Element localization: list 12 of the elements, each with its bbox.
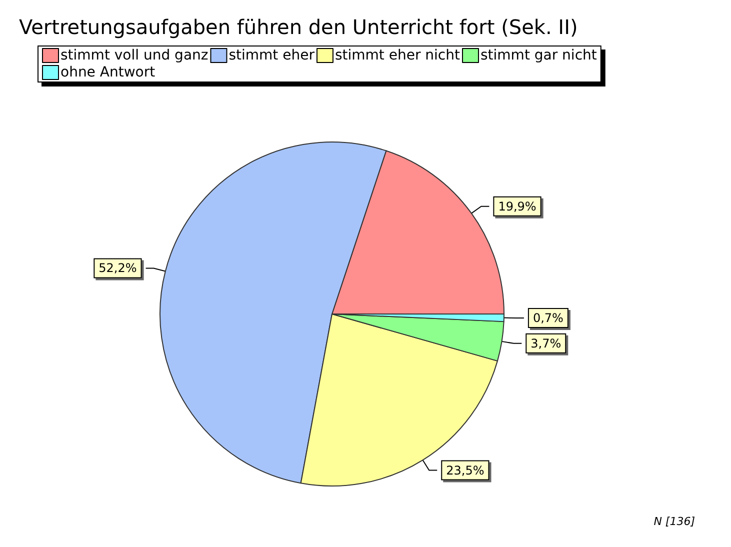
data-label: 19,9% (498, 199, 536, 214)
chart-title: Vertretungsaufgaben führen den Unterricht fort (Sek. II) (19, 15, 578, 39)
legend-label: stimmt voll und ganz (60, 48, 208, 64)
data-label: 3,7% (530, 336, 562, 350)
text: N [136] (654, 515, 696, 528)
legend-label: stimmt eher nicht (334, 48, 461, 64)
data-label: 23,5% (446, 463, 484, 478)
data-label: 52,2% (98, 261, 137, 276)
legend-label: stimmt gar nicht (480, 48, 598, 64)
legend-label: stimmt eher (228, 48, 315, 64)
legend-label: ohne Antwort (60, 64, 156, 80)
data-label: 0,7% (532, 311, 564, 326)
